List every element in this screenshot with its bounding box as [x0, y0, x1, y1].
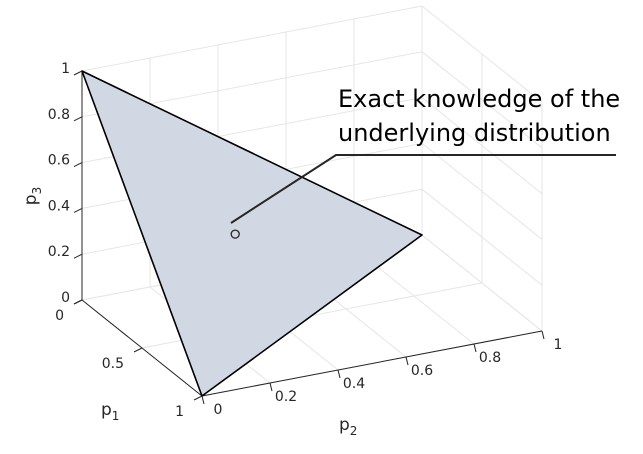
y-tick-label: 0.6 — [411, 363, 433, 379]
simplex-layer — [81, 70, 423, 397]
y-axis-label: p2 — [339, 415, 357, 438]
annotation-line-2: underlying distribution — [338, 119, 611, 147]
x-tick-label: 0.5 — [102, 356, 124, 372]
wall-y1-gridline-z — [421, 234, 543, 332]
z-tick-mark — [73, 162, 83, 168]
y-tick-label: 0.2 — [275, 389, 297, 405]
z-axis-label: p3 — [21, 187, 44, 205]
x-axis-label: p1 — [101, 400, 119, 423]
y-tick-mark — [201, 395, 205, 405]
annotation: Exact knowledge of the underlying distri… — [230, 85, 620, 224]
z-tick-mark — [73, 299, 83, 305]
z-tick-mark — [73, 70, 83, 76]
wall-y1-gridline-z — [421, 143, 543, 240]
ticks-layer: 0 0.5 1 0 0.2 0.4 0.6 0.8 1 0 0.2 0.4 0.6 0.8 1 — [48, 61, 563, 420]
centroid-point — [230, 229, 240, 239]
x-tick-mark — [133, 347, 143, 353]
point-layer — [230, 229, 240, 239]
simplex-triangle — [81, 70, 423, 397]
wall-y1-gridline-z — [421, 188, 543, 286]
z-tick-label: 0.2 — [48, 244, 70, 260]
z-tick-label: 0 — [61, 290, 70, 306]
z-tick-label: 1 — [61, 61, 70, 77]
y-tick-label: 0.8 — [479, 350, 501, 366]
z-tick-label: 0.8 — [48, 107, 70, 123]
y-tick-label: 0.4 — [343, 376, 365, 392]
z-tick-mark — [73, 207, 83, 213]
z-tick-label: 0.4 — [48, 198, 70, 214]
y-tick-mark — [337, 369, 341, 379]
z-tick-mark — [73, 116, 83, 122]
x-tick-label: 0 — [55, 308, 64, 324]
y-tick-mark — [269, 382, 273, 392]
y-axis-line — [201, 330, 543, 397]
wall-y1-gridline-z — [421, 97, 543, 194]
y-tick-label: 1 — [554, 337, 563, 353]
z-tick-mark — [73, 253, 83, 259]
y-tick-label: 0 — [214, 402, 223, 418]
annotation-leader-line — [230, 154, 616, 224]
z-tick-label: 0.6 — [48, 153, 70, 169]
wall-y1-gridline-z — [421, 51, 543, 149]
x-tick-mark — [193, 395, 203, 401]
x-tick-label: 1 — [175, 404, 184, 420]
annotation-line-1: Exact knowledge of the — [338, 85, 620, 113]
y-tick-mark — [405, 356, 409, 366]
wall-y1-gridline-z — [421, 5, 543, 103]
wall-x0-gridline-z — [81, 5, 423, 72]
y-tick-mark — [541, 330, 545, 340]
y-tick-mark — [473, 343, 477, 353]
